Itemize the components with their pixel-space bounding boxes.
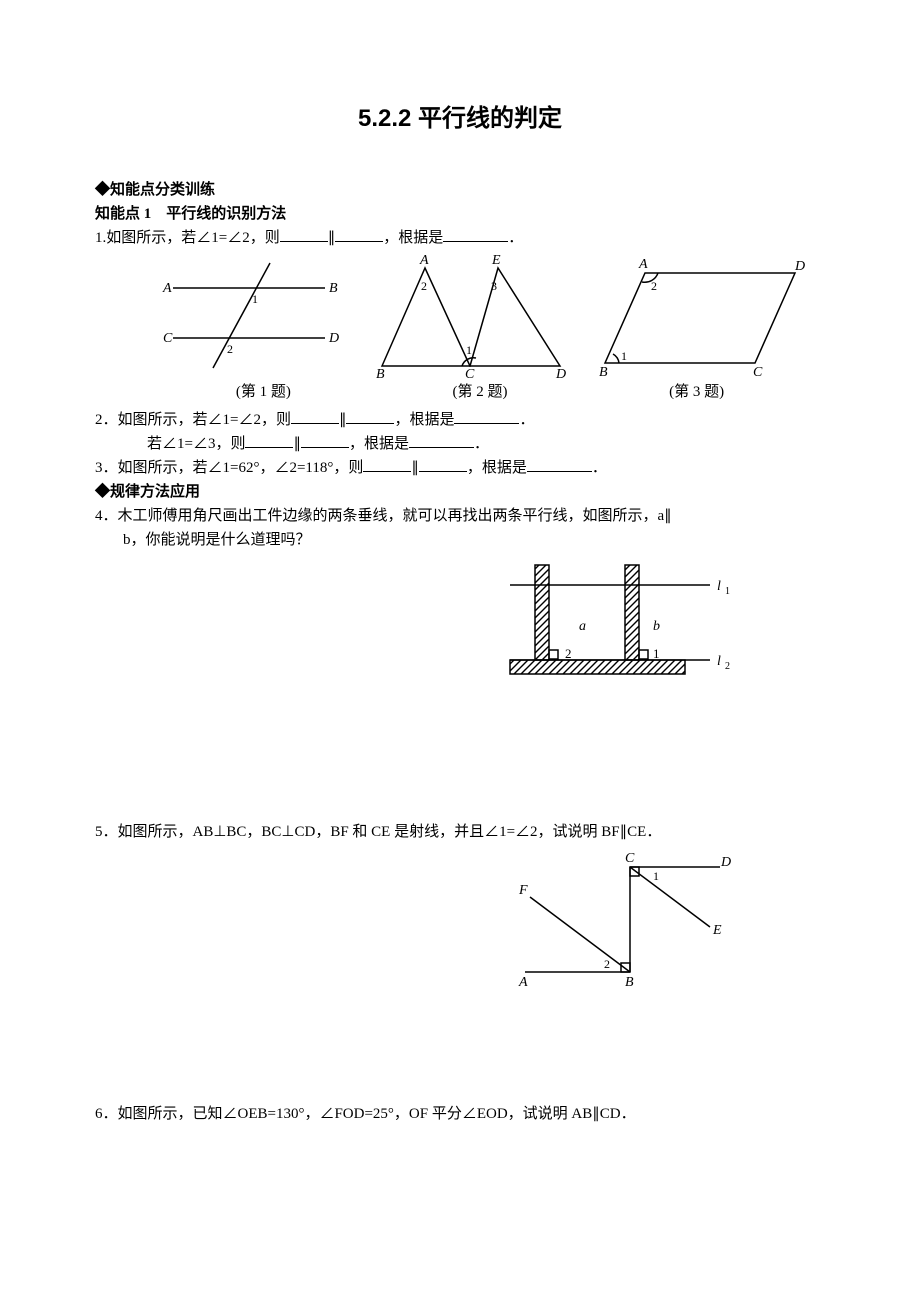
blank — [335, 226, 383, 242]
label-angle1: 1 — [621, 349, 627, 363]
label-B: B — [625, 975, 634, 990]
label-angle2: 2 — [421, 279, 427, 293]
label-angle2: 2 — [651, 279, 657, 293]
label-angle1: 1 — [466, 343, 472, 357]
label-angle1: 1 — [653, 869, 659, 883]
blank — [443, 226, 508, 242]
blank — [346, 408, 394, 424]
label-C: C — [163, 331, 173, 346]
parallel-sym: ∥ — [328, 230, 336, 246]
blank — [409, 432, 474, 448]
q3-text: 3．如图所示，若∠1=62°，∠2=118°，则 — [95, 460, 363, 476]
page-title: 5.2.2 平行线的判定 — [95, 100, 825, 138]
label-angle2: 2 — [227, 342, 233, 356]
blank — [245, 432, 293, 448]
basis-text: ，根据是 — [383, 230, 443, 246]
knowledge-point-1: 知能点 1 平行线的识别方法 — [95, 202, 825, 226]
parallel-sym: ∥ — [293, 436, 301, 452]
period: ． — [474, 436, 489, 452]
label-E: E — [491, 253, 501, 268]
period: ． — [519, 412, 534, 428]
q2a-text: 2．如图所示，若∠1=∠2，则 — [95, 412, 291, 428]
label-F: F — [518, 883, 528, 898]
figure-2: A E B C D 2 3 1 — [370, 258, 570, 378]
label-l2: l — [717, 654, 721, 669]
question-2b: 若∠1=∠3，则 ∥ ，根据是 ． — [95, 432, 825, 456]
label-A: A — [638, 257, 648, 272]
label-B: B — [329, 281, 338, 296]
period: ． — [508, 230, 523, 246]
label-E: E — [712, 923, 722, 938]
question-3: 3．如图所示，若∠1=62°，∠2=118°，则 ∥ ，根据是 ． — [95, 456, 825, 480]
parallel-sym: ∥ — [411, 460, 419, 476]
label-angle3: 3 — [491, 279, 497, 293]
label-l1: l — [717, 579, 721, 594]
blank — [301, 432, 349, 448]
figure-3: A D B C 2 1 — [595, 258, 805, 378]
section-2-head: ◆规律方法应用 — [95, 480, 825, 504]
caption-3: (第 3 题) — [588, 380, 805, 404]
label-a: a — [579, 619, 586, 634]
label-l2-idx: 2 — [725, 661, 730, 672]
basis-text: ，根据是 — [467, 460, 527, 476]
label-b: b — [653, 619, 660, 634]
label-l1-idx: 1 — [725, 586, 730, 597]
question-1: 1.如图所示，若∠1=∠2，则 ∥ ，根据是 ． — [95, 226, 825, 250]
figures-row: A B C D 1 2 A E B C D 2 3 1 — [95, 258, 825, 378]
question-4a: 4．木工师傅用角尺画出工件边缘的两条垂线，就可以再找出两条平行线，如图所示，a∥ — [95, 504, 825, 528]
period: ． — [592, 460, 607, 476]
question-5: 5．如图所示，AB⊥BC，BC⊥CD，BF 和 CE 是射线，并且∠1=∠2，试… — [95, 820, 825, 844]
blank — [454, 408, 519, 424]
label-A: A — [419, 253, 429, 268]
question-2a: 2．如图所示，若∠1=∠2，则 ∥ ，根据是 ． — [95, 408, 825, 432]
blank — [363, 456, 411, 472]
label-D: D — [328, 331, 339, 346]
blank — [419, 456, 467, 472]
label-A: A — [162, 281, 172, 296]
blank — [291, 408, 339, 424]
question-4b: b，你能说明是什么道理吗？ — [95, 528, 825, 552]
section-1-head: ◆知能点分类训练 — [95, 178, 825, 202]
label-ang1: 1 — [653, 646, 660, 661]
basis-text: ，根据是 — [349, 436, 409, 452]
blank — [280, 226, 328, 242]
q1-text: 1.如图所示，若∠1=∠2，则 — [95, 230, 280, 246]
q2b-text: 若∠1=∠3，则 — [147, 436, 245, 452]
label-D: D — [794, 259, 805, 274]
caption-1: (第 1 题) — [155, 380, 372, 404]
basis-text: ，根据是 — [394, 412, 454, 428]
figure-4: a b l l 1 2 2 1 — [495, 560, 745, 690]
label-angle1: 1 — [252, 292, 258, 306]
label-ang2: 2 — [565, 646, 572, 661]
figure-captions: (第 1 题) (第 2 题) (第 3 题) — [95, 380, 825, 404]
label-C: C — [753, 365, 763, 380]
figure-5: C D E F A B 1 2 — [505, 852, 735, 992]
parallel-sym: ∥ — [339, 412, 347, 428]
caption-2: (第 2 题) — [372, 380, 589, 404]
figure-1: A B C D 1 2 — [155, 258, 345, 378]
blank — [527, 456, 592, 472]
label-C: C — [625, 851, 635, 866]
label-angle2: 2 — [604, 957, 610, 971]
label-A: A — [518, 975, 528, 990]
question-6: 6．如图所示，已知∠OEB=130°，∠FOD=25°，OF 平分∠EOD，试说… — [95, 1102, 825, 1126]
label-D: D — [720, 855, 731, 870]
label-B: B — [599, 365, 608, 380]
